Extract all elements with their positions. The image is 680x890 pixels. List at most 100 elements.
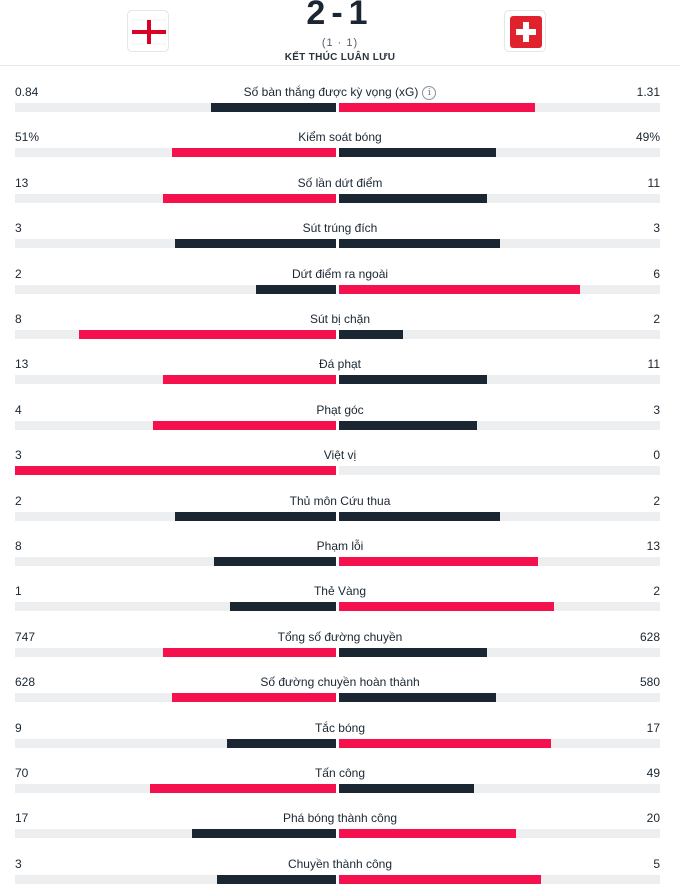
stat-label-text: Số bàn thắng được kỳ vọng (xG) (243, 85, 419, 99)
away-bar (339, 148, 496, 158)
home-bar (211, 103, 336, 112)
home-bar-track (15, 193, 336, 203)
stat-label-text: Sút trúng đích (302, 221, 378, 236)
stat-home-value: 8 (15, 539, 22, 553)
away-bar-track (339, 193, 660, 203)
stat-away-value: 49 (646, 766, 660, 780)
home-bar-track (15, 330, 336, 339)
stat-home-value: 2 (15, 493, 22, 508)
stat-row: 9 Tắc bóng 17 (0, 721, 680, 767)
stat-label: Thẻ Vàng (0, 584, 680, 598)
penalty-score: (1 · 1) (321, 37, 359, 49)
away-bar-track (339, 511, 660, 521)
stat-home-value: 8 (15, 312, 22, 326)
home-bar-track (15, 103, 336, 112)
stat-label-text: Tổng số đường chuyền (277, 629, 403, 644)
stat-label: Dứt điểm ra ngoài (0, 267, 680, 281)
switzerland-flag-icon[interactable] (504, 10, 546, 52)
home-bar-track (15, 829, 336, 839)
info-icon[interactable]: i (422, 86, 437, 100)
stat-row: 3 Việt vị 0 (0, 448, 680, 494)
stat-label: Tổng số đường chuyền (0, 630, 680, 644)
stat-row: 3 Sút trúng đích 3 (0, 221, 680, 267)
stat-away-value: 11 (647, 357, 660, 372)
away-bar (339, 784, 474, 793)
stat-label-text: Sút bị chặn (309, 312, 371, 326)
stat-label: Số đường chuyền hoàn thành (0, 675, 680, 689)
stat-label: Đá phạt (0, 357, 680, 371)
away-bar-track (339, 375, 660, 385)
stat-home-value: 3 (15, 448, 22, 463)
stat-row: 747 Tổng số đường chuyền 628 (0, 630, 680, 676)
stat-home-value: 2 (15, 266, 22, 281)
stat-row: 70 Tấn công 49 (0, 766, 680, 812)
stat-row: 8 Phạm lỗi 13 (0, 539, 680, 585)
home-bar (153, 420, 336, 430)
stat-label-text: Chuyền thành công (287, 856, 393, 871)
stat-home-value: 628 (15, 675, 36, 690)
stat-label: Việt vị (0, 448, 680, 462)
away-bar (339, 330, 403, 339)
stat-label: Thủ môn Cứu thua (0, 494, 680, 508)
away-bar (339, 874, 541, 884)
home-bar (172, 148, 336, 158)
stat-home-value: 9 (15, 720, 22, 735)
england-flag-icon[interactable] (127, 10, 169, 52)
stat-label: Sút trúng đích (0, 221, 680, 235)
home-bar (227, 738, 336, 748)
stat-label-text: Thẻ Vàng (313, 584, 367, 599)
home-bar-track (15, 557, 336, 566)
stat-away-value: 3 (653, 221, 660, 236)
away-bar (339, 738, 551, 748)
away-bar-track (339, 466, 660, 476)
stat-label-text: Việt vị (323, 448, 357, 463)
away-bar (339, 557, 538, 566)
stat-label-text: Phá bóng thành công (282, 811, 398, 826)
away-bar-track (339, 784, 660, 793)
stat-label: Số lần dứt điểm (0, 176, 680, 190)
away-bar-track (339, 738, 660, 748)
away-bar (339, 602, 554, 612)
away-bar-track (339, 829, 660, 839)
home-bar (256, 284, 336, 294)
stat-label: Chuyền thành công (0, 857, 680, 871)
stat-row: 13 Số lần dứt điểm 11 (0, 176, 680, 222)
away-bar (339, 693, 496, 703)
away-bar-track (339, 148, 660, 158)
stat-away-value: 1.31 (636, 85, 660, 99)
home-bar-track (15, 239, 336, 249)
match-score: 2-1 (306, 0, 374, 32)
away-bar-track (339, 239, 660, 249)
away-bar (339, 420, 477, 430)
home-bar (192, 829, 336, 839)
home-bar-track (15, 420, 336, 430)
stat-home-value: 3 (15, 856, 22, 871)
stat-away-value: 49% (635, 130, 660, 145)
stat-row: 8 Sút bị chặn 2 (0, 312, 680, 358)
stat-label: Tấn công (0, 766, 680, 780)
stat-label-text: Kiểm soát bóng (298, 130, 382, 145)
stat-label-text: Thủ môn Cứu thua (289, 493, 391, 508)
away-bar-track (339, 330, 660, 339)
stat-label: Phạm lỗi (0, 539, 680, 553)
stat-away-value: 2 (653, 493, 660, 508)
home-bar (163, 647, 336, 657)
stat-row: 1 Thẻ Vàng 2 (0, 584, 680, 630)
away-bar-track (339, 602, 660, 612)
stat-label: Tắc bóng (0, 721, 680, 735)
home-bar-track (15, 148, 336, 158)
stat-away-value: 11 (647, 175, 660, 190)
stat-label: Phạt góc (0, 403, 680, 417)
away-bar-track (339, 557, 660, 566)
away-bar (339, 103, 535, 112)
stat-away-value: 5 (653, 856, 660, 871)
home-bar-track (15, 738, 336, 748)
stat-label-text: Đá phạt (318, 357, 362, 372)
home-bar-track (15, 784, 336, 793)
stat-away-value: 628 (639, 629, 660, 644)
home-bar-track (15, 511, 336, 521)
stat-row: 3 Chuyền thành công 5 (0, 857, 680, 890)
home-bar (230, 602, 336, 612)
stat-label: Phá bóng thành công (0, 811, 680, 825)
stat-home-value: 747 (15, 629, 36, 644)
